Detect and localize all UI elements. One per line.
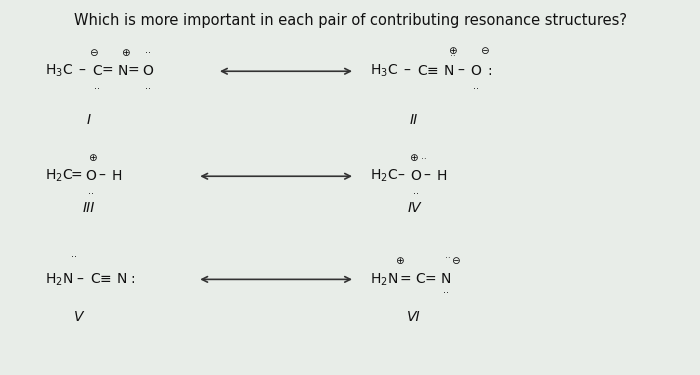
Text: C: C [90, 272, 100, 286]
Text: –: – [398, 169, 405, 183]
Text: C: C [415, 272, 425, 286]
Text: –: – [98, 169, 105, 183]
Text: O: O [411, 169, 421, 183]
Text: H$_3$C: H$_3$C [45, 63, 73, 80]
Text: O: O [470, 64, 482, 78]
Text: =: = [425, 272, 437, 286]
Text: ··: ·· [94, 84, 100, 94]
Text: H$_3$C: H$_3$C [370, 63, 398, 80]
Text: VI: VI [407, 310, 421, 324]
Text: ⊕: ⊕ [88, 153, 97, 163]
Text: ⊕: ⊕ [448, 46, 457, 56]
Text: ≡: ≡ [427, 64, 439, 78]
Text: =: = [102, 64, 113, 78]
Text: –: – [78, 64, 85, 78]
Text: I: I [87, 113, 91, 127]
Text: ··: ·· [473, 84, 479, 94]
Text: –: – [404, 64, 411, 78]
Text: :: : [130, 272, 134, 286]
Text: =: = [71, 169, 82, 183]
Text: ··: ·· [145, 48, 151, 58]
Text: –: – [77, 272, 83, 286]
Text: IV: IV [407, 201, 421, 215]
Text: ≡: ≡ [100, 272, 111, 286]
Text: N: N [118, 64, 127, 78]
Text: H$_2$N: H$_2$N [370, 271, 398, 288]
Text: C: C [92, 64, 102, 78]
Text: N: N [440, 272, 451, 286]
Text: ⊕: ⊕ [409, 153, 417, 163]
Text: H: H [111, 169, 122, 183]
Text: II: II [410, 113, 418, 127]
Text: ··: ·· [444, 254, 450, 263]
Text: H: H [436, 169, 447, 183]
Text: –: – [424, 169, 430, 183]
Text: V: V [74, 310, 84, 324]
Text: ··: ·· [421, 155, 427, 164]
Text: ··: ·· [449, 53, 455, 62]
Text: –: – [458, 64, 465, 78]
Text: O: O [143, 64, 153, 78]
Text: C: C [417, 64, 427, 78]
Text: :: : [488, 64, 492, 78]
Text: H$_2$N: H$_2$N [45, 271, 73, 288]
Text: H$_2$C: H$_2$C [370, 168, 398, 184]
Text: ⊖: ⊖ [480, 46, 489, 56]
Text: ⊖: ⊖ [451, 256, 460, 266]
Text: O: O [85, 169, 97, 183]
Text: =: = [399, 272, 411, 286]
Text: ··: ·· [88, 189, 94, 199]
Text: Which is more important in each pair of contributing resonance structures?: Which is more important in each pair of … [74, 13, 626, 28]
Text: III: III [83, 201, 95, 215]
Text: ··: ·· [71, 252, 77, 262]
Text: ··: ·· [413, 189, 419, 199]
Text: =: = [127, 64, 139, 78]
Text: ··: ·· [442, 288, 449, 298]
Text: ⊕: ⊕ [121, 48, 130, 58]
Text: N: N [443, 64, 454, 78]
Text: N: N [116, 272, 127, 286]
Text: H$_2$C: H$_2$C [45, 168, 73, 184]
Text: ··: ·· [145, 84, 151, 94]
Text: ⊖: ⊖ [88, 48, 97, 58]
Text: ⊕: ⊕ [395, 256, 404, 266]
